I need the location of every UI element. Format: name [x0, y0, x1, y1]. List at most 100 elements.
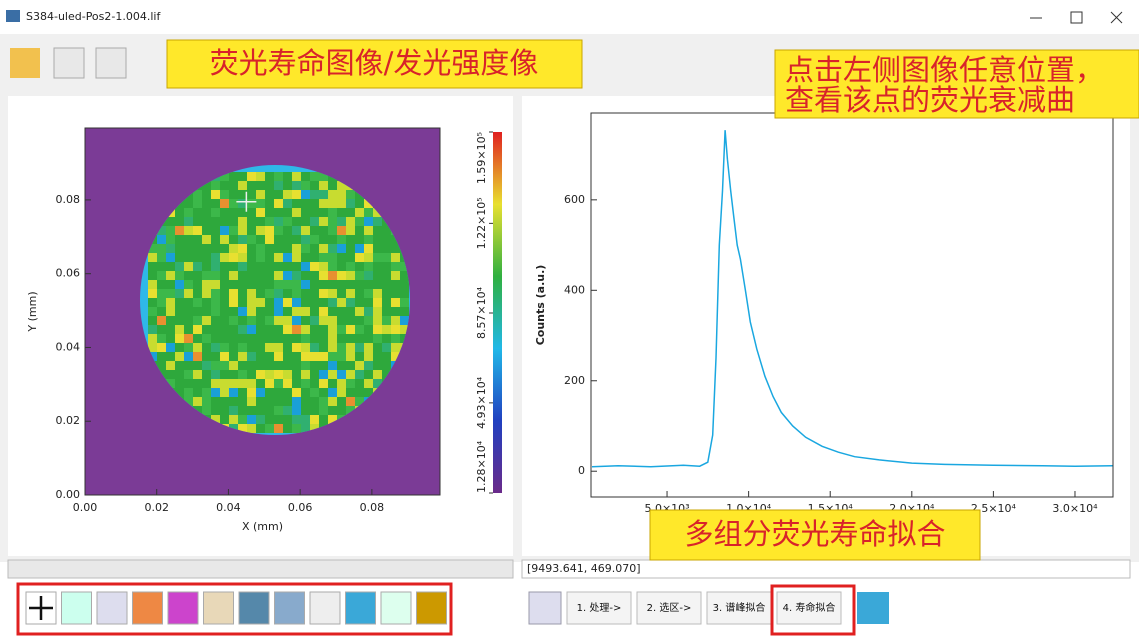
heatmap-cell [202, 334, 211, 343]
tool-button[interactable] [310, 592, 340, 624]
heatmap-cell [229, 217, 238, 226]
heatmap-cell [355, 208, 364, 217]
heatmap-cell [364, 244, 373, 253]
open-button[interactable] [10, 48, 40, 78]
heatmap-cell [229, 343, 238, 352]
heatmap-cell [301, 343, 310, 352]
y-tick-label: 0.04 [56, 340, 81, 353]
heatmap-cell [373, 325, 382, 334]
heatmap-cell [238, 235, 247, 244]
heatmap-cell [175, 316, 184, 325]
export-button[interactable] [857, 592, 889, 624]
heatmap-cell [184, 262, 193, 271]
tool-button[interactable] [381, 592, 411, 624]
heatmap-cell [337, 361, 346, 370]
heatmap-cell [238, 370, 247, 379]
heatmap-cell [391, 280, 400, 289]
heatmap-cell [373, 334, 382, 343]
heatmap-cell [391, 307, 400, 316]
heatmap-cell [229, 262, 238, 271]
heatmap-cell [274, 415, 283, 424]
heatmap-cell [256, 397, 265, 406]
heatmap-cell [256, 244, 265, 253]
heatmap-cell [373, 316, 382, 325]
heatmap-cell [319, 334, 328, 343]
heatmap-cell [274, 181, 283, 190]
heatmap-cell [283, 397, 292, 406]
heatmap-cell [229, 199, 238, 208]
heatmap-cell [328, 226, 337, 235]
tool-button[interactable] [133, 592, 163, 624]
heatmap-cell [283, 199, 292, 208]
zoom-button[interactable] [529, 592, 561, 624]
tool-button[interactable] [97, 592, 127, 624]
heatmap-cell [301, 352, 310, 361]
tool-button[interactable] [239, 592, 269, 624]
heatmap-cell [274, 298, 283, 307]
heatmap-cell [346, 199, 355, 208]
heatmap-cell [337, 226, 346, 235]
heatmap-cell [175, 370, 184, 379]
heatmap-cell [202, 253, 211, 262]
heatmap-cell [301, 289, 310, 298]
heatmap-cell [382, 307, 391, 316]
heatmap-cell [373, 280, 382, 289]
heatmap-cell [211, 307, 220, 316]
heatmap-cell [247, 253, 256, 262]
heatmap-cell [265, 361, 274, 370]
heatmap-cell [355, 325, 364, 334]
heatmap-cell [166, 316, 175, 325]
heatmap-cell [337, 217, 346, 226]
tool-button[interactable] [168, 592, 198, 624]
heatmap-cell [355, 262, 364, 271]
tool-button[interactable] [62, 592, 92, 624]
heatmap-cell [319, 316, 328, 325]
heatmap-cell [328, 190, 337, 199]
heatmap-cell [283, 307, 292, 316]
heatmap-cell [265, 370, 274, 379]
heatmap-cell [301, 361, 310, 370]
heatmap-cell [229, 280, 238, 289]
heatmap-cell [220, 217, 229, 226]
heatmap-cell [283, 379, 292, 388]
tool-button[interactable] [275, 592, 305, 624]
heatmap-cell [283, 262, 292, 271]
heatmap-cell [148, 307, 157, 316]
heatmap-cell [310, 271, 319, 280]
heatmap-cell [211, 388, 220, 397]
heatmap-cell [310, 280, 319, 289]
heatmap-cell [184, 271, 193, 280]
heatmap-cell [202, 244, 211, 253]
heatmap-cell [265, 208, 274, 217]
heatmap-cell [346, 307, 355, 316]
heatmap-cell [265, 190, 274, 199]
heatmap-cell [346, 226, 355, 235]
undo-button[interactable] [54, 48, 84, 78]
heatmap-cell [229, 208, 238, 217]
tool-button[interactable] [346, 592, 376, 624]
heatmap-cell [328, 406, 337, 415]
heatmap-cell [193, 397, 202, 406]
heatmap-cell [373, 253, 382, 262]
tool-button[interactable] [204, 592, 234, 624]
heatmap-cell [238, 298, 247, 307]
heatmap-cell [373, 271, 382, 280]
redo-button[interactable] [96, 48, 126, 78]
heatmap-cell [148, 334, 157, 343]
heatmap-cell [382, 352, 391, 361]
heatmap-cell [229, 325, 238, 334]
heatmap-cell [184, 388, 193, 397]
heatmap-cell [157, 343, 166, 352]
heatmap-cell [283, 271, 292, 280]
tool-button[interactable] [417, 592, 447, 624]
heatmap-cell [310, 181, 319, 190]
heatmap-cell [310, 415, 319, 424]
heatmap-cell [247, 217, 256, 226]
heatmap-cell [292, 190, 301, 199]
heatmap-cell [175, 361, 184, 370]
heatmap-cell [310, 289, 319, 298]
heatmap-cell [337, 199, 346, 208]
heatmap-cell [202, 226, 211, 235]
heatmap-cell [328, 325, 337, 334]
heatmap-cell [274, 172, 283, 181]
